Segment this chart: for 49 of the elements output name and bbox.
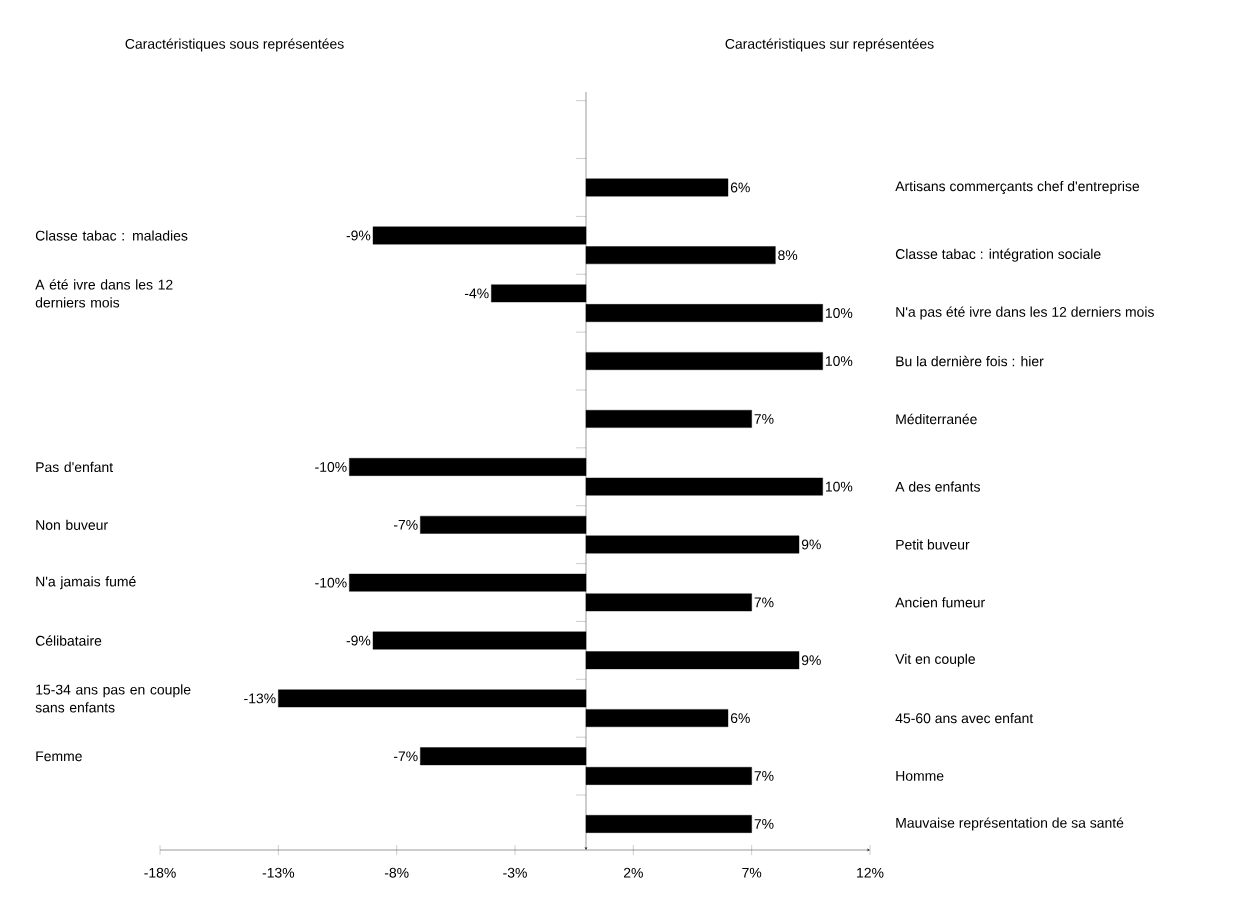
data-label: 6%: [730, 713, 750, 724]
data-label: 6%: [730, 182, 750, 193]
data-label: -4%: [464, 288, 489, 299]
y-tick-label: Ancien fumeur: [895, 597, 985, 608]
x-tick-label: -8%: [384, 867, 409, 878]
x-tick-label: 2%: [623, 867, 643, 878]
data-label: -9%: [346, 635, 371, 646]
data-label: 10%: [825, 356, 853, 367]
y-tick-label: Pas d'enfant: [36, 461, 113, 473]
y-tick-label: 45-60 ans avec enfant: [895, 712, 1034, 724]
data-label: -7%: [393, 751, 418, 762]
y-tick-label: Méditerranée: [896, 413, 977, 425]
y-tick-label: Célibataire: [35, 635, 102, 646]
data-label: -9%: [346, 230, 371, 241]
data-label: 7%: [754, 819, 774, 829]
text: Caractéristiques sous représentées: [125, 38, 344, 52]
data-label: 8%: [778, 250, 798, 261]
data-label: 7%: [754, 597, 774, 608]
data-label: 10%: [825, 308, 853, 318]
data-label: 7%: [754, 771, 774, 781]
data-label: -13%: [244, 693, 276, 704]
y-tick-label: Non buveur: [36, 519, 108, 530]
y-tick-label: A été ivre dans les 12 derniers mois: [35, 279, 173, 308]
y-tick-label: Classe tabac : maladies: [35, 230, 188, 241]
x-tick-label: 12%: [857, 867, 884, 878]
data-label: 9%: [801, 655, 821, 666]
x-tick-label: -13%: [262, 867, 295, 878]
x-tick-label: -18%: [144, 867, 176, 878]
y-tick-label: Bu la dernière fois : hier: [896, 355, 1044, 367]
data-label: -7%: [393, 519, 418, 530]
y-tick-label: Mauvaise représentation de sa santé: [896, 817, 1124, 831]
data-label: -10%: [315, 462, 347, 472]
y-tick-label: N'a jamais fumé: [36, 576, 136, 590]
y-tick-label: Classe tabac : intégration sociale: [895, 248, 1101, 262]
y-tick-label: A des enfants: [895, 481, 980, 492]
x-tick-label: -3%: [503, 867, 527, 878]
y-tick-label: 15-34 ans pas en couple sans enfants: [35, 684, 191, 713]
data-label: 10%: [825, 481, 853, 492]
y-tick-label: Homme: [896, 771, 944, 781]
x-tick-label: 7%: [742, 867, 762, 878]
data-label: 9%: [801, 539, 821, 550]
data-label: 7%: [754, 414, 774, 424]
text: Caractéristiques sur représentées: [725, 38, 934, 52]
y-tick-label: Artisans commerçants chef d'entreprise: [895, 180, 1140, 195]
y-tick-label: N'a pas été ivre dans les 12 derniers mois: [896, 306, 1154, 320]
y-tick-label: Femme: [36, 751, 82, 762]
y-tick-label: Petit buveur: [896, 539, 970, 550]
data-label: -10%: [315, 577, 347, 588]
y-tick-label: Vit en couple: [895, 653, 975, 667]
